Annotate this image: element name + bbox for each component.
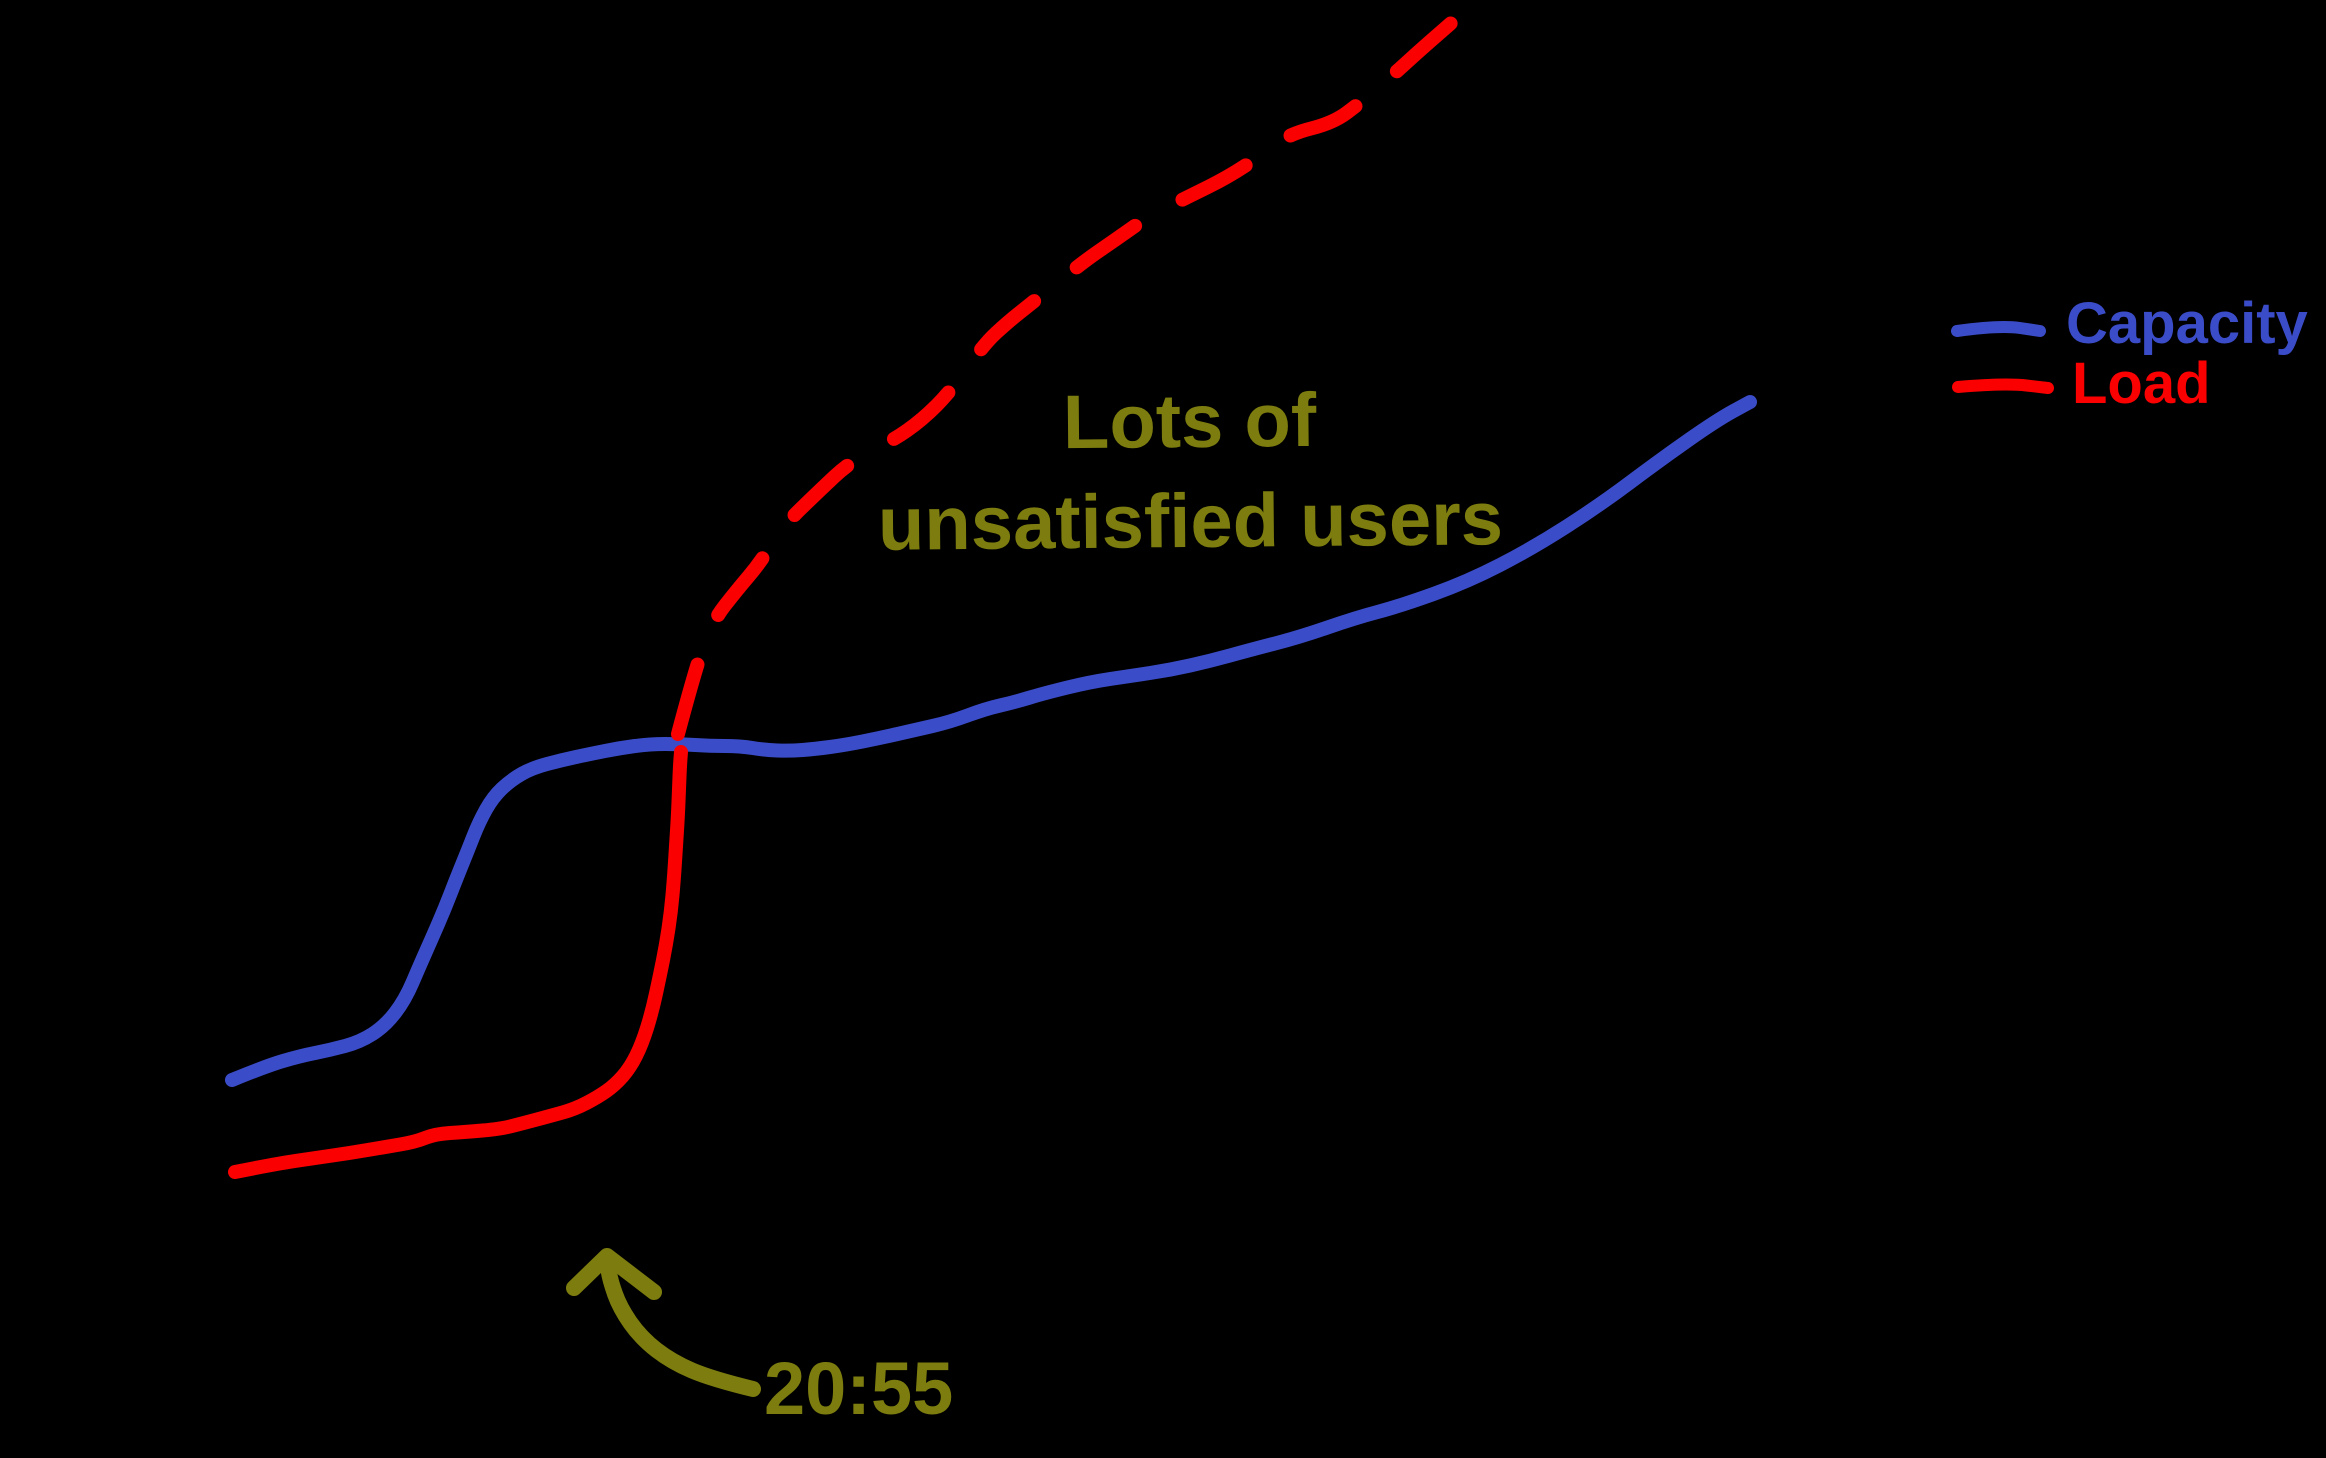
legend-load-swatch <box>1952 378 2054 394</box>
legend-label-capacity: Capacity <box>2066 291 2308 356</box>
legend-label-load: Load <box>2072 351 2211 416</box>
note-line-1: Lots of <box>1062 377 1317 466</box>
unsatisfied-users-note: Lots of unsatisfied users <box>859 369 1521 575</box>
note-line-2: unsatisfied users <box>877 476 1504 568</box>
callout-arrow-head <box>566 1248 662 1300</box>
series-line-load-served <box>228 745 688 1179</box>
series-line-capacity <box>225 395 1757 1087</box>
series-line-load-beyond-capacity <box>671 3 1473 741</box>
legend-capacity-swatch <box>1951 321 2046 337</box>
time-label: 20:55 <box>764 1347 954 1430</box>
callout-arrow-shaft <box>599 1252 761 1397</box>
